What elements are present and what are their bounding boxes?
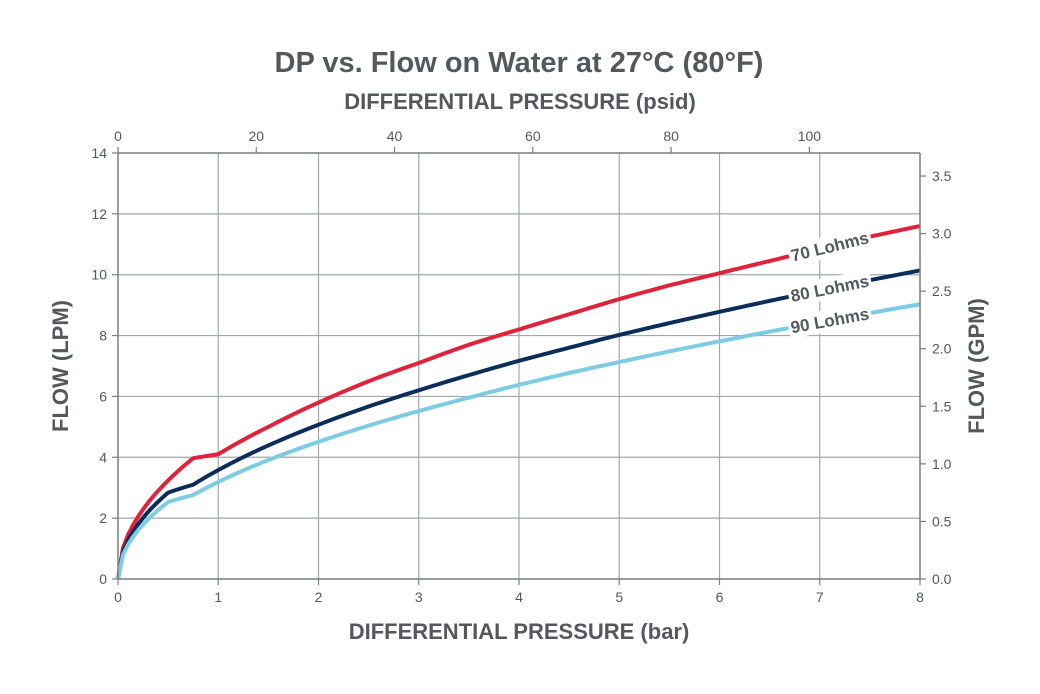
- y-tick-label: 6: [99, 388, 107, 404]
- y2-tick-label: 1.0: [932, 456, 952, 472]
- series-label-group: 90 Lohms: [786, 302, 874, 339]
- grid-lines: [118, 153, 920, 579]
- top-axis-title: DIFFERENTIAL PRESSURE (psid): [344, 89, 696, 114]
- y-tick-label: 4: [99, 449, 107, 465]
- series-label: 70 Lohms: [789, 228, 871, 265]
- series-line: [116, 268, 921, 580]
- x-tick-label: 1: [214, 589, 222, 605]
- x2-tick-label: 20: [248, 128, 264, 144]
- x-tick-label: 2: [315, 589, 323, 605]
- y2-tick-label: 2.0: [932, 341, 952, 357]
- x-tick-label: 3: [415, 589, 423, 605]
- series-line: [116, 224, 921, 580]
- y-tick-label: 14: [91, 145, 107, 161]
- x2-tick-label: 40: [387, 128, 403, 144]
- tick-labels: 0 1 2 3 4 5 6 7 80 20 40 60 80 100024681012140.00.51.…: [91, 128, 951, 605]
- y2-tick-label: 1.5: [932, 398, 952, 414]
- series-label-halo: [786, 269, 874, 308]
- series-line: [116, 302, 921, 580]
- series-lines: [116, 224, 921, 580]
- x2-tick-label: 100: [798, 128, 822, 144]
- y-tick-label: 10: [91, 267, 107, 283]
- x-tick-label: 4: [515, 589, 523, 605]
- right-axis-title: FLOW (GPM): [964, 298, 989, 434]
- y-tick-label: 8: [99, 328, 107, 344]
- left-axis-title: FLOW (LPM): [48, 300, 73, 432]
- chart-title: DP vs. Flow on Water at 27°C (80°F): [275, 47, 764, 79]
- y2-tick-label: 2.5: [932, 283, 952, 299]
- bottom-axis-title: DIFFERENTIAL PRESSURE (bar): [349, 619, 690, 644]
- x2-tick-label: 80: [663, 128, 679, 144]
- y2-tick-label: 0.0: [932, 571, 952, 587]
- series-label-halo: [786, 225, 874, 268]
- x2-tick-label: 60: [525, 128, 541, 144]
- y-tick-label: 12: [91, 206, 107, 222]
- y2-tick-label: 0.5: [932, 513, 952, 529]
- y-tick-label: 0: [99, 571, 107, 587]
- series-label-group: 70 Lohms: [786, 225, 874, 268]
- y2-tick-label: 3.0: [932, 226, 952, 242]
- x-tick-label: 8: [916, 589, 924, 605]
- x-tick-label: 7: [816, 589, 824, 605]
- x-tick-label: 5: [615, 589, 623, 605]
- y2-tick-label: 3.5: [932, 168, 952, 184]
- x-tick-label: 0: [114, 589, 122, 605]
- x-tick-label: 6: [716, 589, 724, 605]
- series-label: 80 Lohms: [789, 272, 871, 306]
- x2-tick-label: 0: [114, 128, 122, 144]
- series-label-halo: [786, 302, 874, 339]
- y-tick-label: 2: [99, 510, 107, 526]
